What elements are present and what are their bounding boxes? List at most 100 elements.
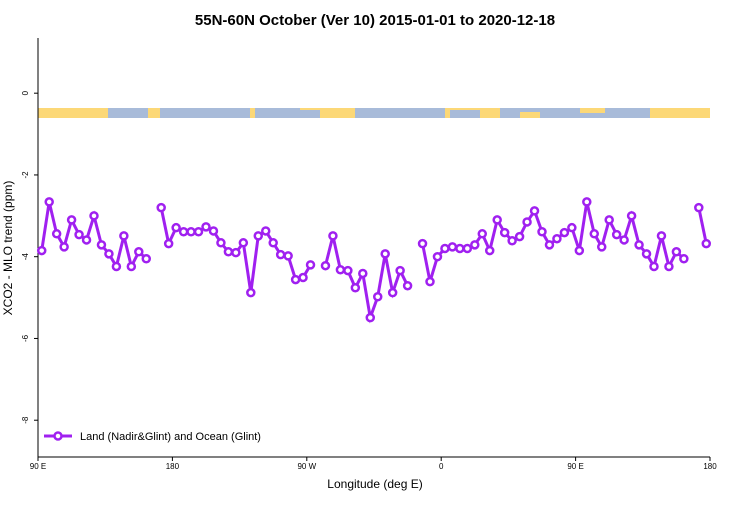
point [81, 235, 92, 245]
point [537, 227, 547, 237]
point [559, 227, 570, 238]
y-tick-label: -6 [21, 334, 30, 342]
point [51, 229, 62, 239]
point [96, 240, 107, 250]
point [664, 261, 674, 272]
point [417, 238, 428, 249]
point [552, 233, 562, 244]
point [529, 206, 540, 216]
point [186, 227, 196, 237]
point [350, 283, 361, 293]
point [305, 260, 316, 270]
point [582, 197, 592, 207]
point [567, 222, 577, 233]
point [141, 253, 152, 264]
legend-label: Land (Nadir&Glint) and Ocean (Glint) [80, 431, 261, 443]
point [701, 238, 712, 249]
point [447, 242, 458, 252]
point [477, 229, 488, 239]
land-ocean-band [38, 108, 710, 118]
point [74, 229, 84, 240]
point [425, 276, 435, 287]
point [358, 268, 368, 279]
point [134, 247, 144, 257]
x-tick-label: 180 [166, 462, 180, 471]
point [275, 249, 286, 260]
point [268, 238, 278, 248]
point [111, 261, 122, 272]
point [66, 215, 77, 225]
point [193, 227, 204, 237]
point [455, 243, 465, 254]
point [36, 245, 47, 256]
point [320, 260, 331, 271]
point [156, 202, 166, 213]
point [492, 215, 502, 225]
point [402, 280, 413, 291]
point [522, 217, 532, 227]
point [89, 211, 99, 221]
point [611, 229, 622, 240]
point [596, 242, 607, 252]
x-axis-label: Longitude (deg E) [327, 477, 422, 491]
point [343, 265, 353, 276]
point [649, 261, 659, 272]
y-tick-label: -4 [21, 253, 30, 261]
y-tick-label: 0 [21, 90, 30, 95]
point [335, 265, 346, 275]
point [387, 287, 398, 298]
point [484, 245, 495, 256]
point [574, 245, 585, 256]
point [619, 235, 629, 245]
point [380, 249, 390, 259]
point [462, 243, 473, 254]
point [238, 238, 249, 248]
point [395, 265, 405, 276]
point [231, 247, 241, 258]
point [290, 274, 301, 285]
x-tick-label: 90 E [567, 462, 583, 471]
point [163, 238, 174, 249]
y-axis-label: XCO2 - MLO trend (ppm) [1, 181, 15, 316]
y-tick-label: -8 [21, 416, 30, 424]
x-tick-label: 0 [439, 462, 444, 471]
point [694, 202, 704, 213]
y-tick-label: -2 [21, 171, 30, 179]
point [507, 236, 517, 246]
point [671, 247, 682, 257]
point [656, 231, 667, 241]
point [440, 243, 450, 254]
point [171, 222, 181, 233]
point [679, 253, 689, 264]
chart-title: 55N-60N October (Ver 10) 2015-01-01 to 2… [195, 12, 555, 29]
x-tick-label: 180 [703, 462, 717, 471]
point [328, 231, 338, 241]
point [126, 261, 137, 272]
point [104, 249, 114, 259]
point [604, 215, 614, 225]
point [260, 226, 271, 236]
point [208, 226, 219, 236]
point [223, 247, 234, 257]
point [514, 231, 525, 242]
point [59, 242, 69, 252]
point [634, 240, 644, 250]
point [44, 197, 54, 207]
point [432, 251, 443, 262]
point [246, 287, 256, 298]
legend-marker [53, 431, 63, 441]
point [372, 292, 383, 302]
point [470, 240, 480, 250]
point [178, 227, 189, 237]
point [298, 272, 308, 283]
point [216, 238, 226, 248]
point [544, 240, 555, 250]
point [641, 249, 652, 259]
x-tick-label: 90 E [30, 462, 46, 471]
point [499, 227, 510, 238]
x-tick-label: 90 W [297, 462, 316, 471]
point [253, 231, 264, 241]
point [626, 211, 637, 221]
point [201, 222, 211, 232]
